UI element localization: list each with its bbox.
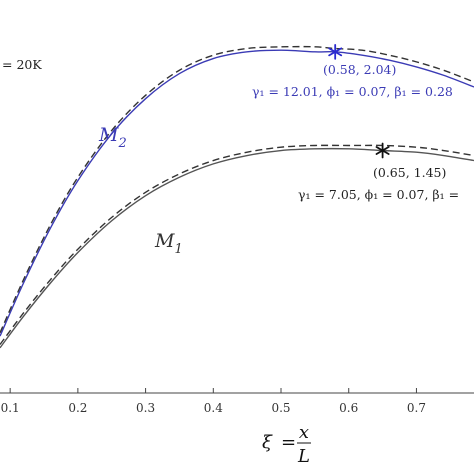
xlabel-equals: = <box>281 432 296 453</box>
m1-curve-label: M1 <box>154 230 183 257</box>
xlabel-numerator: x <box>299 422 309 443</box>
top-left-annotation: = 20K <box>2 57 42 72</box>
x-tick-label: 0.7 <box>407 401 426 415</box>
x-tick-label: 0.3 <box>136 401 155 415</box>
m2-params-label: γ₁ = 12.01, ϕ₁ = 0.07, β₁ = 0.28 <box>252 84 453 99</box>
m2-dashed-line <box>0 45 474 334</box>
m1-peak-label: (0.65, 1.45) <box>373 165 446 180</box>
peak-marker-stroke <box>375 146 390 155</box>
m2-label-main: M <box>98 124 119 146</box>
x-tick-label: 0.4 <box>204 401 223 415</box>
xlabel-xi: ξ <box>262 432 273 453</box>
x-tick-label: 0.5 <box>271 401 290 415</box>
m2-curve-label: M2 <box>98 124 127 151</box>
m1-dashed-line <box>0 144 474 345</box>
m2-peak-marker <box>328 43 343 60</box>
m1-solid-line <box>0 147 474 349</box>
m1-peak-marker <box>375 142 390 159</box>
x-tick-label: 0.6 <box>339 401 358 415</box>
x-tick-label: 0.1 <box>1 401 20 415</box>
axes: 0.1 0.2 0.3 0.4 0.5 0.6 0.7 <box>0 388 474 415</box>
curves <box>0 45 474 349</box>
peak-marker-stroke <box>328 47 343 57</box>
m1-label-sub: 1 <box>174 242 182 257</box>
m1-params-label: γ₁ = 7.05, ϕ₁ = 0.07, β₁ = <box>298 187 459 202</box>
peak-markers <box>328 43 390 159</box>
m2-label-sub: 2 <box>117 136 126 151</box>
x-tick-label: 0.2 <box>68 401 87 415</box>
m1-label-main: M <box>154 230 175 252</box>
m2-solid-line <box>0 49 474 337</box>
x-axis-label: ξ = x L <box>262 422 311 467</box>
m2-peak-label: (0.58, 2.04) <box>323 62 396 77</box>
xlabel-denominator: L <box>297 446 310 467</box>
